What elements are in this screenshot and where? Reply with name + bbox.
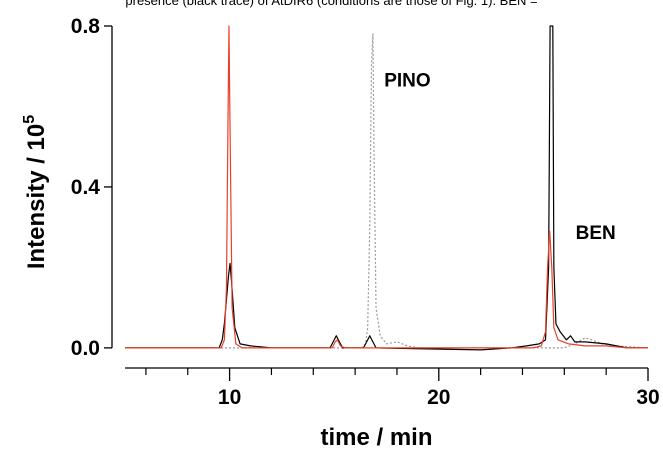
axes: 0.0 0.4 0.8 10 20 30: [71, 15, 660, 409]
traces: [125, 25, 649, 351]
y-tick-label: 0.4: [71, 176, 101, 199]
y-axis-title-text: Intensity / 10: [23, 124, 50, 269]
figure-caption-fragment: presence (black trace) of AtDIR6 (condit…: [125, 0, 538, 8]
x-tick-label: 20: [427, 386, 450, 409]
y-axis-title-superscript: 5: [21, 115, 38, 124]
y-tick-label: 0.0: [71, 337, 100, 360]
x-tick-label: 30: [636, 386, 659, 409]
x-axis-title: time / min: [320, 424, 432, 451]
annotation-label: PINO: [384, 70, 430, 91]
y-axis-title: Intensity / 105: [21, 115, 50, 269]
series-line-2: [125, 33, 649, 349]
series-line-0: [125, 25, 648, 351]
annotation-label: BEN: [576, 223, 616, 244]
chart-labels: time / min Intensity / 105 PINO BEN: [21, 70, 616, 451]
y-tick-label: 0.8: [71, 15, 101, 38]
x-tick-label: 10: [218, 386, 241, 409]
series-line-1: [125, 25, 648, 349]
